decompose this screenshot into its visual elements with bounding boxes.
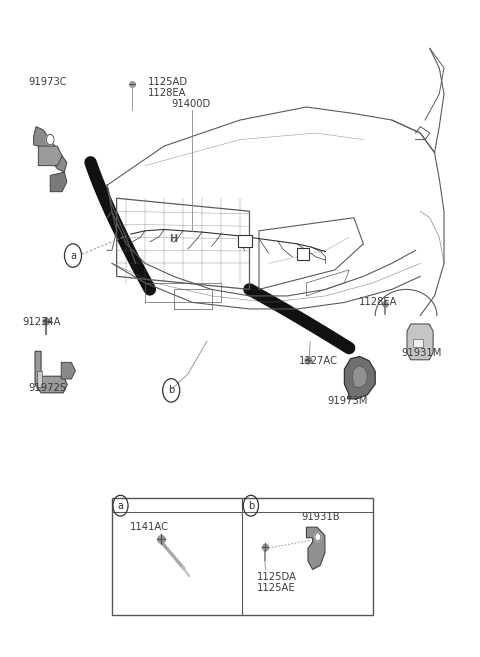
Text: 1141AC: 1141AC bbox=[130, 522, 169, 532]
Text: 1125AE: 1125AE bbox=[257, 583, 295, 593]
Text: 91931B: 91931B bbox=[301, 512, 340, 522]
Polygon shape bbox=[352, 366, 368, 388]
Text: b: b bbox=[248, 501, 254, 510]
Text: 1128EA: 1128EA bbox=[359, 298, 397, 307]
FancyBboxPatch shape bbox=[37, 371, 42, 387]
Polygon shape bbox=[61, 363, 75, 379]
Text: 91931M: 91931M bbox=[401, 348, 442, 358]
Text: 1125DA: 1125DA bbox=[257, 572, 297, 582]
Text: 91973M: 91973M bbox=[328, 396, 368, 407]
Text: H: H bbox=[169, 234, 178, 244]
Circle shape bbox=[315, 533, 321, 541]
Polygon shape bbox=[50, 172, 67, 192]
Polygon shape bbox=[344, 357, 375, 399]
FancyBboxPatch shape bbox=[238, 235, 252, 247]
Text: 1125AD: 1125AD bbox=[147, 78, 188, 87]
Polygon shape bbox=[38, 146, 62, 166]
Polygon shape bbox=[35, 351, 67, 393]
Text: b: b bbox=[168, 386, 174, 396]
Circle shape bbox=[47, 135, 54, 145]
Text: 91973C: 91973C bbox=[29, 78, 68, 87]
Text: 1128EA: 1128EA bbox=[147, 87, 186, 98]
Text: 91234A: 91234A bbox=[23, 317, 61, 327]
Text: 91400D: 91400D bbox=[171, 99, 210, 109]
FancyBboxPatch shape bbox=[297, 248, 309, 260]
Text: a: a bbox=[118, 501, 123, 510]
Text: a: a bbox=[70, 250, 76, 261]
Text: 91972S: 91972S bbox=[29, 384, 67, 394]
Polygon shape bbox=[407, 324, 433, 360]
Polygon shape bbox=[306, 527, 325, 570]
Polygon shape bbox=[34, 127, 67, 172]
Text: 1327AC: 1327AC bbox=[300, 356, 338, 366]
FancyBboxPatch shape bbox=[413, 339, 423, 347]
FancyBboxPatch shape bbox=[112, 498, 373, 615]
